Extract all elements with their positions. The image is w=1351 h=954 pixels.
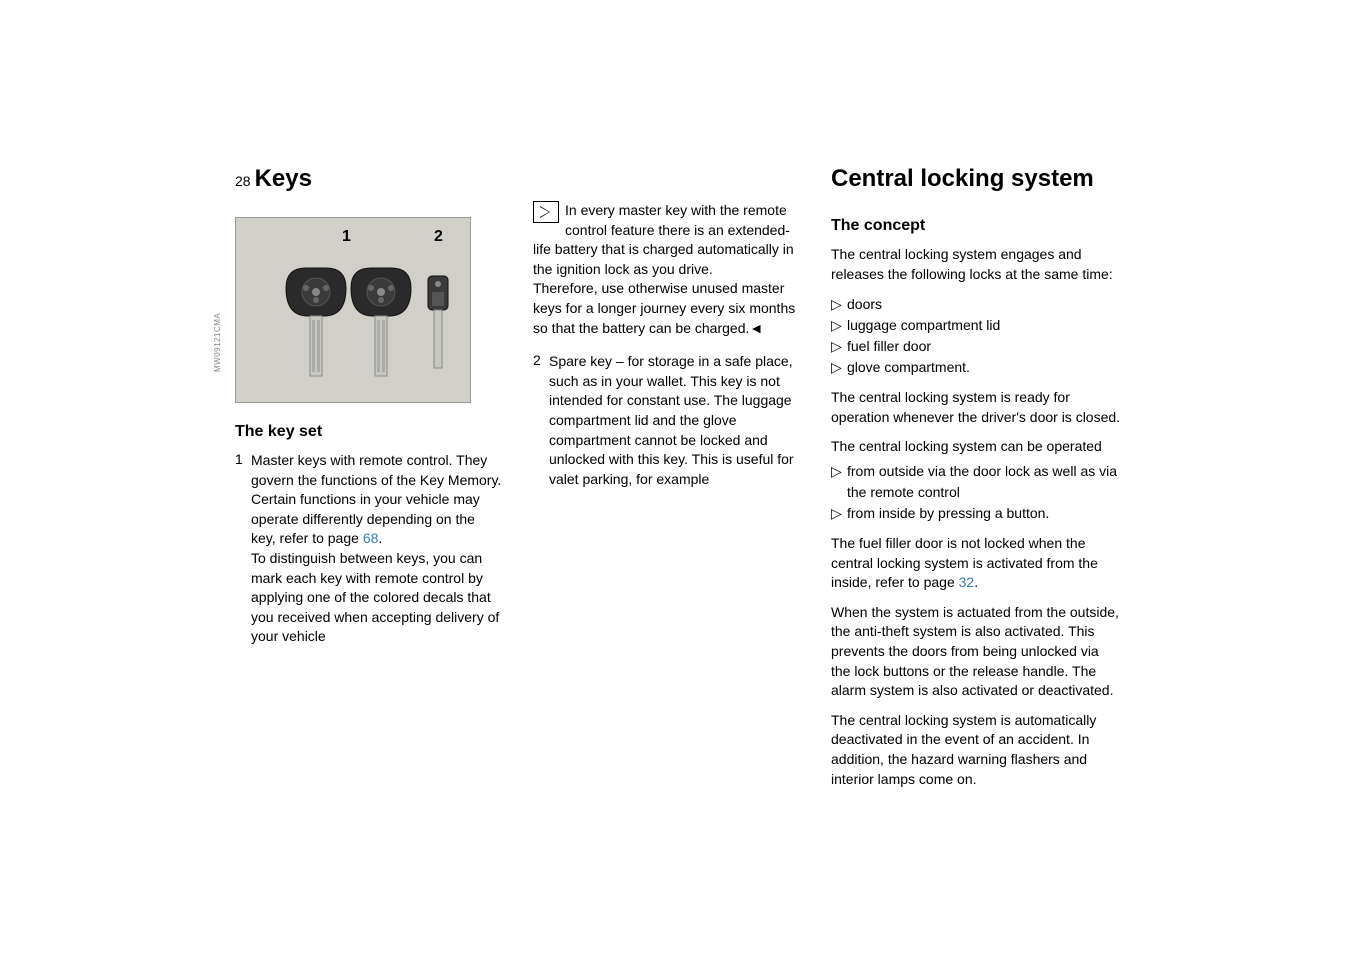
bullet-marker-icon: ▷ bbox=[831, 461, 847, 503]
bullet-text: luggage compartment lid bbox=[847, 315, 1121, 336]
bullet-text: fuel filler door bbox=[847, 336, 1121, 357]
tip-text-1: In every master key with the remote cont… bbox=[533, 202, 794, 277]
bullet-inside: ▷from inside by pressing a button. bbox=[831, 503, 1121, 524]
bullet-text: from inside by pressing a button. bbox=[847, 503, 1121, 524]
para-2: The central locking system is ready for … bbox=[831, 388, 1121, 427]
para4-b: . bbox=[974, 574, 978, 590]
bullet-marker-icon: ▷ bbox=[831, 503, 847, 524]
image-code: MW09121CMA bbox=[213, 313, 222, 372]
bullet-luggage: ▷luggage compartment lid bbox=[831, 315, 1121, 336]
bullet-marker-icon: ▷ bbox=[831, 294, 847, 315]
page-container: 28 Keys 1 2 bbox=[235, 165, 1291, 799]
keys-svg bbox=[276, 258, 456, 388]
end-marker-icon: ◄ bbox=[749, 320, 763, 336]
bullet-text: doors bbox=[847, 294, 1121, 315]
column-left: 28 Keys 1 2 bbox=[235, 165, 503, 799]
item1-text-b: . bbox=[378, 530, 382, 546]
para-4: The fuel filler door is not locked when … bbox=[831, 534, 1121, 593]
heading-central-locking: Central locking system bbox=[831, 165, 1094, 193]
bullet-list-1: ▷doors ▷luggage compartment lid ▷fuel fi… bbox=[831, 294, 1121, 378]
para-5: When the system is actuated from the out… bbox=[831, 603, 1121, 701]
item-text-1: Master keys with remote control. They go… bbox=[251, 451, 503, 647]
bullet-text: from outside via the door lock as well a… bbox=[847, 461, 1121, 503]
page-link-32[interactable]: 32 bbox=[959, 574, 975, 590]
spacer bbox=[533, 165, 801, 201]
bullet-marker-icon: ▷ bbox=[831, 315, 847, 336]
para-6: The central locking system is automatica… bbox=[831, 711, 1121, 789]
para-3: The central locking system can be operat… bbox=[831, 437, 1121, 457]
item-number-1: 1 bbox=[235, 451, 251, 647]
bullet-text: glove compartment. bbox=[847, 357, 1121, 378]
para-1: The central locking system engages and r… bbox=[831, 245, 1121, 284]
bullet-fuel: ▷fuel filler door bbox=[831, 336, 1121, 357]
list-item-2: 2 Spare key – for storage in a safe plac… bbox=[533, 352, 801, 489]
bullet-glove: ▷glove compartment. bbox=[831, 357, 1121, 378]
bullet-marker-icon: ▷ bbox=[831, 357, 847, 378]
item-number-2: 2 bbox=[533, 352, 549, 489]
tip-note: In every master key with the remote cont… bbox=[533, 201, 801, 338]
item-text-2: Spare key – for storage in a safe place,… bbox=[549, 352, 801, 489]
bullet-marker-icon: ▷ bbox=[831, 336, 847, 357]
tip-arrow-icon bbox=[533, 201, 559, 223]
header-left: 28 Keys bbox=[235, 165, 503, 193]
bullet-list-2: ▷from outside via the door lock as well … bbox=[831, 461, 1121, 524]
page-number: 28 bbox=[235, 173, 251, 189]
callout-2: 2 bbox=[434, 228, 443, 246]
column-middle: In every master key with the remote cont… bbox=[533, 165, 801, 799]
bullet-outside: ▷from outside via the door lock as well … bbox=[831, 461, 1121, 503]
subheading-concept: The concept bbox=[831, 217, 1121, 235]
page-link-68[interactable]: 68 bbox=[363, 530, 379, 546]
callout-1: 1 bbox=[342, 228, 351, 246]
item1-text-c: To distinguish between keys, you can mar… bbox=[251, 550, 499, 644]
column-right: Central locking system The concept The c… bbox=[831, 165, 1121, 799]
heading-keys: Keys bbox=[255, 165, 312, 193]
subheading-key-set: The key set bbox=[235, 423, 503, 441]
header-right: Central locking system bbox=[831, 165, 1121, 193]
key-set-illustration: 1 2 bbox=[235, 217, 471, 403]
bullet-doors: ▷doors bbox=[831, 294, 1121, 315]
list-item-1: 1 Master keys with remote control. They … bbox=[235, 451, 503, 647]
